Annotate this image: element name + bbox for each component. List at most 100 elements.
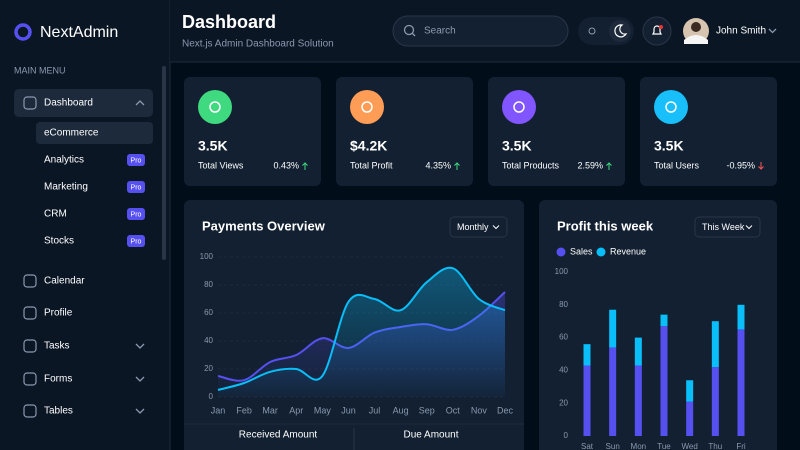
badge (127, 154, 145, 166)
bar-segment (609, 309, 617, 348)
y-tick-label: 40 (559, 366, 568, 375)
stat-change: 0.43% (273, 160, 299, 170)
menu-icon (23, 96, 37, 110)
submenu-item[interactable]: eCommerce (44, 128, 99, 139)
menu-item[interactable]: Tables (44, 406, 73, 417)
x-tick-label: Sat (581, 442, 594, 450)
brand: NextAdmin (40, 24, 118, 41)
submenu-item[interactable]: Stocks (44, 236, 74, 247)
stat-label: Total Views (198, 160, 244, 170)
bar-segment (686, 401, 694, 436)
x-tick-label: Mar (262, 405, 278, 415)
menu-item[interactable]: Tasks (44, 341, 70, 352)
stat-icon (502, 90, 536, 124)
bar-segment (737, 329, 745, 436)
badge (127, 235, 145, 247)
x-tick-label: Jul (369, 405, 381, 415)
moon-icon (614, 24, 628, 38)
dropdown[interactable] (694, 216, 761, 238)
x-tick-label: Dec (497, 405, 514, 415)
submenu-active (36, 122, 153, 144)
user-name[interactable]: John Smith (716, 26, 766, 37)
bell-icon (652, 25, 662, 35)
dropdown[interactable] (449, 216, 508, 238)
menu-item[interactable]: Dashboard (44, 98, 93, 109)
y-tick-label: 0 (209, 392, 214, 401)
trend-arrow (758, 162, 764, 170)
stat-icon-glyph (209, 101, 221, 113)
area-fill (218, 267, 505, 397)
notification-button[interactable] (642, 16, 672, 46)
summary-label: Received Amount (239, 430, 318, 441)
dropdown-chevron (745, 225, 753, 230)
sidebar (0, 0, 170, 450)
y-tick-label: 20 (204, 364, 213, 373)
badge-text: Pro (131, 211, 142, 218)
badge (127, 208, 145, 220)
submenu-item[interactable]: CRM (44, 209, 67, 220)
dropdown-label: This Week (702, 222, 745, 232)
page-subtitle: Next.js Admin Dashboard Solution (182, 39, 334, 50)
menu-item[interactable]: Calendar (44, 276, 85, 287)
y-tick-label: 100 (555, 267, 569, 276)
y-tick-label: 40 (204, 336, 213, 345)
bar-segment (583, 365, 591, 436)
x-tick-label: Feb (236, 405, 252, 415)
x-tick-label: Aug (393, 405, 409, 415)
submenu-item[interactable]: Analytics (44, 155, 84, 166)
stat-icon-glyph (665, 101, 677, 113)
x-tick-label: Thu (708, 442, 722, 450)
x-tick-label: Fri (736, 442, 746, 450)
bar-segment (711, 321, 719, 368)
chevron (135, 376, 145, 382)
stat-icon-glyph (513, 101, 525, 113)
x-tick-label: Jan (211, 405, 226, 415)
menu-item[interactable]: Profile (44, 308, 73, 319)
bar-segment (711, 367, 719, 436)
stat-value: 3.5K (502, 138, 532, 154)
sun-icon (588, 27, 596, 35)
stat-label: Total Users (654, 160, 700, 170)
stat-icon-glyph (361, 101, 373, 113)
bar-segment (583, 344, 591, 366)
menu-item-active (14, 89, 153, 117)
x-tick-label: Sun (606, 442, 620, 450)
y-tick-label: 0 (564, 431, 569, 440)
search-icon (403, 24, 415, 36)
badge (127, 181, 145, 193)
menu-section: MAIN MENU (14, 65, 66, 75)
logo (14, 23, 32, 41)
stat-icon (198, 90, 232, 124)
y-tick-label: 60 (559, 333, 568, 342)
stat-value: 3.5K (198, 138, 228, 154)
x-tick-label: Tue (657, 442, 671, 450)
x-tick-label: Wed (682, 442, 698, 450)
search-box[interactable] (392, 15, 569, 47)
chevron (135, 408, 145, 414)
y-tick-label: 20 (559, 398, 568, 407)
dropdown-chevron (492, 225, 500, 230)
bar-segment (634, 365, 642, 436)
menu-icon (23, 306, 37, 320)
avatar-hair (691, 22, 701, 32)
trend-arrow (606, 162, 612, 170)
menu-item[interactable]: Forms (44, 374, 72, 385)
chevron (135, 343, 145, 349)
y-tick-label: 80 (204, 280, 213, 289)
menu-icon (23, 274, 37, 288)
legend-swatch (556, 247, 566, 257)
x-tick-label: Sep (419, 405, 435, 415)
bar-segment (660, 314, 668, 327)
legend-label: Sales (570, 246, 593, 256)
legend-swatch (596, 247, 606, 257)
stat-label: Total Products (502, 160, 560, 170)
badge-text: Pro (131, 238, 142, 245)
submenu-item[interactable]: Marketing (44, 182, 88, 193)
x-tick-label: Mon (631, 442, 647, 450)
stat-icon (654, 90, 688, 124)
notification-dot (659, 25, 663, 29)
stat-label: Total Profit (350, 160, 393, 170)
user-chevron (768, 28, 777, 34)
dropdown-label: Monthly (457, 222, 489, 232)
bar-segment (660, 326, 668, 436)
